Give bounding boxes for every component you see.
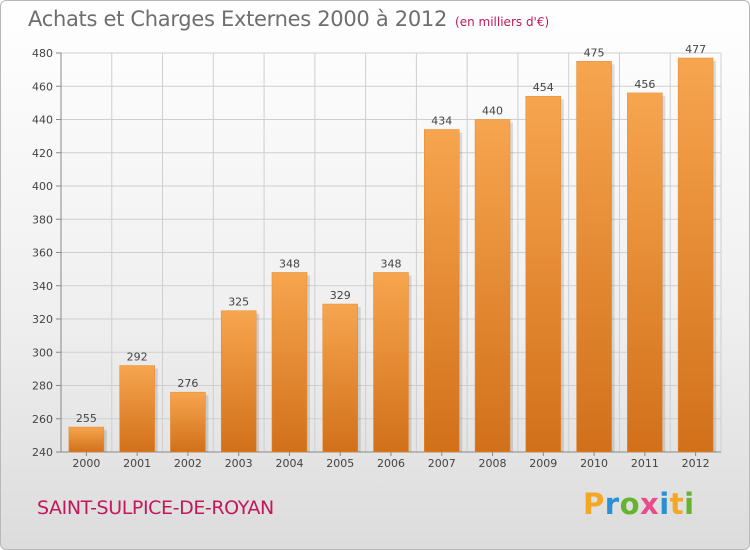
y-tick-label: 480 [32, 47, 53, 60]
bar [373, 272, 409, 453]
value-label: 276 [177, 377, 198, 390]
value-label: 440 [482, 105, 503, 118]
title-text: Achats et Charges Externes 2000 à 2012 [28, 7, 448, 31]
value-label: 434 [431, 114, 452, 127]
x-tick-label: 2009 [529, 457, 557, 470]
value-label: 255 [76, 412, 97, 425]
bar [677, 57, 714, 453]
x-tick-label: 2001 [123, 457, 151, 470]
y-tick-label: 460 [32, 80, 53, 93]
x-tick-label: 2003 [225, 457, 253, 470]
value-labels: 255 292 276 325 348 329 348 434 440 454 475 456 477 [76, 43, 706, 425]
y-tick-label: 440 [32, 114, 53, 127]
y-tick-label: 280 [32, 380, 53, 393]
x-tick-label: 2006 [377, 457, 405, 470]
y-tick-label: 300 [32, 346, 53, 359]
bar [627, 92, 663, 453]
logo-letter: o [619, 487, 641, 521]
value-label: 348 [381, 257, 402, 270]
bar [576, 61, 612, 453]
x-tick-label: 2011 [631, 457, 659, 470]
x-tick-label: 2005 [326, 457, 354, 470]
bar [474, 119, 511, 453]
value-label: 348 [279, 257, 300, 270]
y-tick-label: 320 [32, 313, 53, 326]
bars [68, 57, 717, 453]
y-tick-label: 360 [32, 247, 53, 260]
bar [68, 426, 105, 453]
bar [322, 303, 358, 453]
y-tick-label: 420 [32, 147, 53, 160]
y-tick-label: 260 [32, 413, 53, 426]
bar [220, 310, 257, 453]
x-tick-label: 2002 [174, 457, 202, 470]
y-tick-label: 380 [32, 213, 53, 226]
value-label: 456 [634, 78, 655, 91]
logo-letter: t [669, 487, 685, 521]
logo-letter: x [640, 487, 660, 521]
bar [119, 365, 155, 453]
logo-letter: r [604, 487, 620, 521]
logo-letter: P [583, 487, 605, 521]
chart-title: Achats et Charges Externes 2000 à 2012 (e… [28, 7, 549, 31]
bar [170, 391, 206, 453]
value-label: 454 [533, 81, 554, 94]
x-tick-label: 2012 [682, 457, 710, 470]
value-label: 475 [584, 46, 605, 59]
x-tick-label: 2007 [428, 457, 456, 470]
proxiti-logo: Proxiti [583, 487, 695, 521]
value-label: 325 [228, 296, 249, 309]
logo-letter: i [659, 487, 670, 521]
y-tick-label: 340 [32, 280, 53, 293]
logo-letter: i [684, 487, 695, 521]
x-tick-label: 2000 [72, 457, 100, 470]
x-tick-label: 2004 [275, 457, 303, 470]
commune-name: SAINT-SULPICE-DE-ROYAN [37, 497, 274, 519]
bar [525, 95, 562, 453]
x-tick-label: 2008 [479, 457, 507, 470]
value-label: 477 [685, 43, 706, 56]
value-label: 292 [127, 351, 148, 364]
y-tick-label: 400 [32, 180, 53, 193]
bar [271, 272, 308, 453]
bar [424, 129, 460, 453]
x-tick-label: 2010 [580, 457, 608, 470]
chart-subtitle: (en milliers d'€) [455, 15, 550, 29]
value-label: 329 [330, 289, 351, 302]
y-tick-label: 240 [32, 446, 53, 459]
